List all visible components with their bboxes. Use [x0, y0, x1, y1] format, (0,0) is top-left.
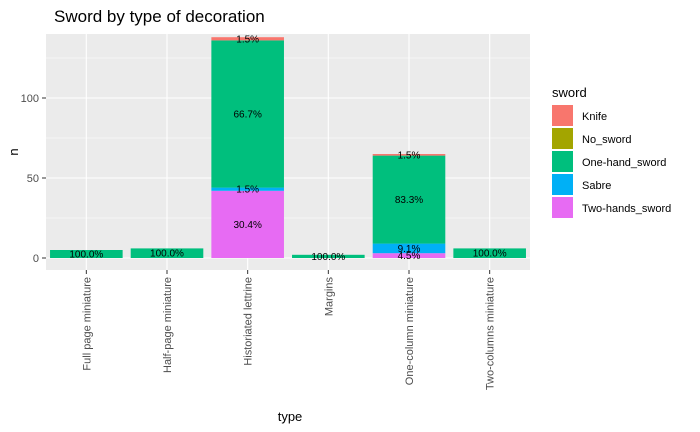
bars-layer	[50, 37, 526, 258]
plot-background	[46, 34, 530, 270]
gridlines	[46, 34, 530, 270]
data-label: 9.1%	[398, 244, 421, 255]
y-tick-label: 0	[33, 253, 39, 265]
data-labels-layer: 100.0% 100.0% 30.4% 1.5% 66.7% 1.5% 100.0% 4.5%…	[69, 34, 506, 263]
bar-segment-one-hand-sword	[50, 250, 123, 258]
chart-title: Sword by type of decoration	[54, 7, 265, 26]
x-tick-label: Half-page miniature	[162, 277, 174, 373]
legend: sword Knife No_sword One-hand_sword Sabre Tw…	[552, 85, 671, 218]
y-tick-label: 50	[27, 173, 39, 185]
legend-key	[552, 151, 573, 172]
legend-key	[552, 128, 573, 149]
y-axis: 0 50 100	[21, 93, 46, 265]
legend-key	[552, 105, 573, 126]
bar-segment-knife	[211, 37, 284, 41]
legend-label: Two-hands_sword	[582, 203, 671, 215]
bar-segment-two-hands-sword	[211, 190, 284, 258]
legend-label: Knife	[582, 111, 607, 123]
data-label: 1.5%	[236, 34, 259, 45]
data-label: 1.5%	[236, 185, 259, 196]
x-tick-label: Historiated lettrine	[243, 277, 255, 366]
x-tick-label: Full page miniature	[81, 277, 93, 371]
legend-key	[552, 197, 573, 218]
data-label: 100.0%	[473, 249, 507, 260]
y-tick-label: 100	[21, 93, 39, 105]
legend-title: sword	[552, 85, 587, 100]
data-label: 100.0%	[150, 249, 184, 260]
legend-label: No_sword	[582, 134, 632, 146]
bar-segment-knife	[372, 154, 446, 156]
x-axis-title: type	[278, 409, 303, 424]
legend-label: Sabre	[582, 180, 611, 192]
bar-segment-one-hand-sword	[130, 248, 204, 258]
x-tick-label: One-column miniature	[404, 277, 416, 385]
y-axis-title: n	[6, 148, 21, 155]
legend-key	[552, 174, 573, 195]
legend-label: One-hand_sword	[582, 157, 666, 169]
data-label: 100.0%	[69, 250, 103, 261]
bar-segment-one-hand-sword	[211, 40, 284, 188]
x-tick-label: Two-columns miniature	[485, 277, 497, 390]
bar-segment-one-hand-sword	[453, 248, 526, 258]
data-label: 100.0%	[311, 252, 345, 263]
data-label: 30.4%	[233, 220, 261, 231]
x-tick-label: Margins	[323, 277, 335, 317]
bar-segment-one-hand-sword	[372, 155, 446, 244]
bar-segment-two-hands-sword	[372, 253, 446, 258]
data-label: 1.5%	[398, 150, 421, 161]
x-axis: Full page miniature Half-page miniature Hi…	[81, 270, 497, 390]
bar-segment-sabre	[372, 243, 446, 254]
bar-segment-one-hand-sword	[292, 254, 365, 258]
data-label: 4.5%	[398, 251, 421, 262]
data-label: 83.3%	[395, 195, 423, 206]
bar-segment-sabre	[211, 187, 284, 191]
data-label: 66.7%	[233, 110, 261, 121]
